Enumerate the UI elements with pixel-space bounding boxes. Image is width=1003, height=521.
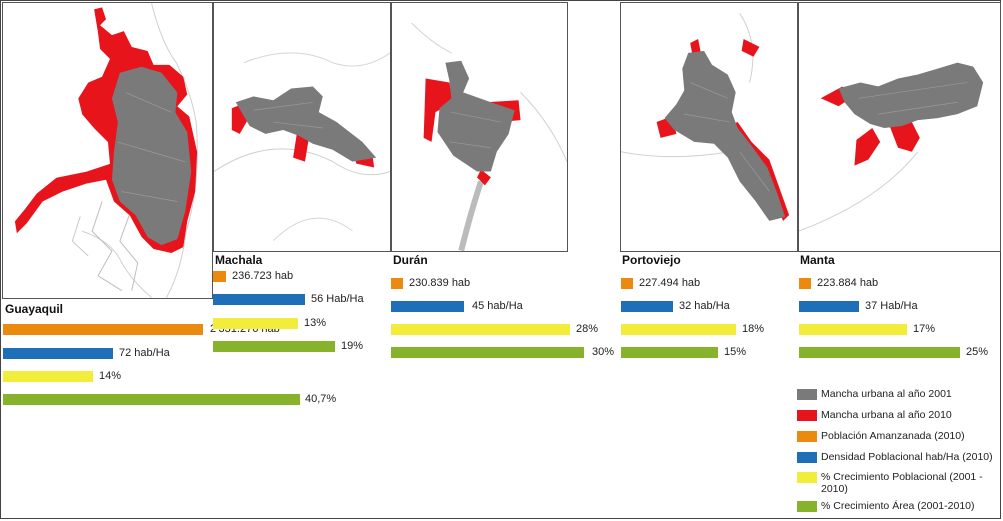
bar-poblacion-duran (391, 278, 403, 289)
bar-crec-area-manta (799, 347, 960, 358)
bar-poblacion-portoviejo (621, 278, 633, 289)
map-guayaquil-svg (14, 3, 198, 298)
bar-crec-pob-guayaquil (3, 371, 93, 382)
bar-crec-area-guayaquil (3, 394, 300, 405)
bar-poblacion-machala (213, 271, 226, 282)
city-label-guayaquil: Guayaquil (5, 302, 64, 316)
value-crec-pob-manta: 17% (913, 323, 936, 335)
city-label-duran: Durán (393, 253, 428, 267)
bar-crec-area-portoviejo (621, 347, 718, 358)
map-portoviejo (620, 2, 798, 252)
legend-label: % Crecimiento Área (2001-2010) (821, 500, 975, 512)
bar-crec-pob-portoviejo (621, 324, 736, 335)
legend-label: Mancha urbana al año 2001 (821, 388, 952, 400)
value-poblacion-duran: 230.839 hab (409, 277, 471, 289)
legend-swatch (797, 501, 817, 512)
bar-densidad-guayaquil (3, 348, 113, 359)
map-manta-svg (799, 62, 984, 232)
bar-densidad-duran (391, 301, 464, 312)
value-densidad-machala: 56 Hab/Ha (311, 293, 364, 305)
value-poblacion-manta: 223.884 hab (817, 277, 879, 289)
bar-poblacion-guayaquil (3, 324, 203, 335)
value-densidad-duran: 45 hab/Ha (472, 300, 523, 312)
legend-label: % Crecimiento Poblacional (2001 - 2010) (821, 471, 983, 495)
bar-crec-pob-machala (213, 318, 298, 329)
legend-swatch (797, 410, 817, 421)
legend-swatch (797, 431, 817, 442)
bar-crec-area-duran (391, 347, 584, 358)
value-crec-pob-machala: 13% (304, 317, 327, 329)
urban-2001-manta (838, 62, 984, 128)
value-densidad-portoviejo: 32 hab/Ha (679, 300, 730, 312)
map-duran-svg (411, 22, 567, 251)
bar-densidad-portoviejo (621, 301, 673, 312)
map-machala-svg (214, 52, 390, 242)
bar-densidad-machala (213, 294, 305, 305)
value-crec-area-guayaquil: 40,7% (305, 393, 337, 405)
urban-2001-duran (437, 60, 515, 172)
value-crec-pob-duran: 28% (576, 323, 599, 335)
legend-swatch (797, 389, 817, 400)
map-duran (391, 2, 568, 252)
legend-label: Mancha urbana al año 2010 (821, 409, 952, 421)
legend-swatch (797, 472, 817, 483)
bar-densidad-manta (799, 301, 859, 312)
map-guayaquil (2, 2, 213, 299)
city-label-portoviejo: Portoviejo (622, 253, 681, 267)
value-poblacion-portoviejo: 227.494 hab (639, 277, 701, 289)
city-label-manta: Manta (800, 253, 835, 267)
value-crec-pob-portoviejo: 18% (742, 323, 765, 335)
legend-swatch (797, 452, 817, 463)
map-portoviejo-svg (621, 13, 790, 221)
value-crec-area-duran: 30% (592, 346, 615, 358)
map-machala (213, 2, 391, 252)
value-crec-area-machala: 19% (341, 340, 364, 352)
bar-poblacion-manta (799, 278, 811, 289)
urban-2001-portoviejo (664, 50, 786, 221)
value-poblacion-machala: 236.723 hab (232, 270, 294, 282)
value-densidad-manta: 37 Hab/Ha (865, 300, 918, 312)
value-crec-pob-guayaquil: 14% (99, 370, 122, 382)
bar-crec-pob-duran (391, 324, 570, 335)
value-densidad-guayaquil: 72 hab/Ha (119, 347, 170, 359)
bar-crec-area-machala (213, 341, 335, 352)
value-crec-area-portoviejo: 15% (724, 346, 747, 358)
legend-label: Densidad Poblacional hab/Ha (2010) (821, 451, 993, 463)
city-label-machala: Machala (215, 253, 263, 267)
legend-label: Población Amanzanada (2010) (821, 430, 965, 442)
bar-crec-pob-manta (799, 324, 907, 335)
urban-2001-machala (235, 86, 377, 162)
value-crec-area-manta: 25% (966, 346, 989, 358)
map-manta (798, 2, 1001, 252)
